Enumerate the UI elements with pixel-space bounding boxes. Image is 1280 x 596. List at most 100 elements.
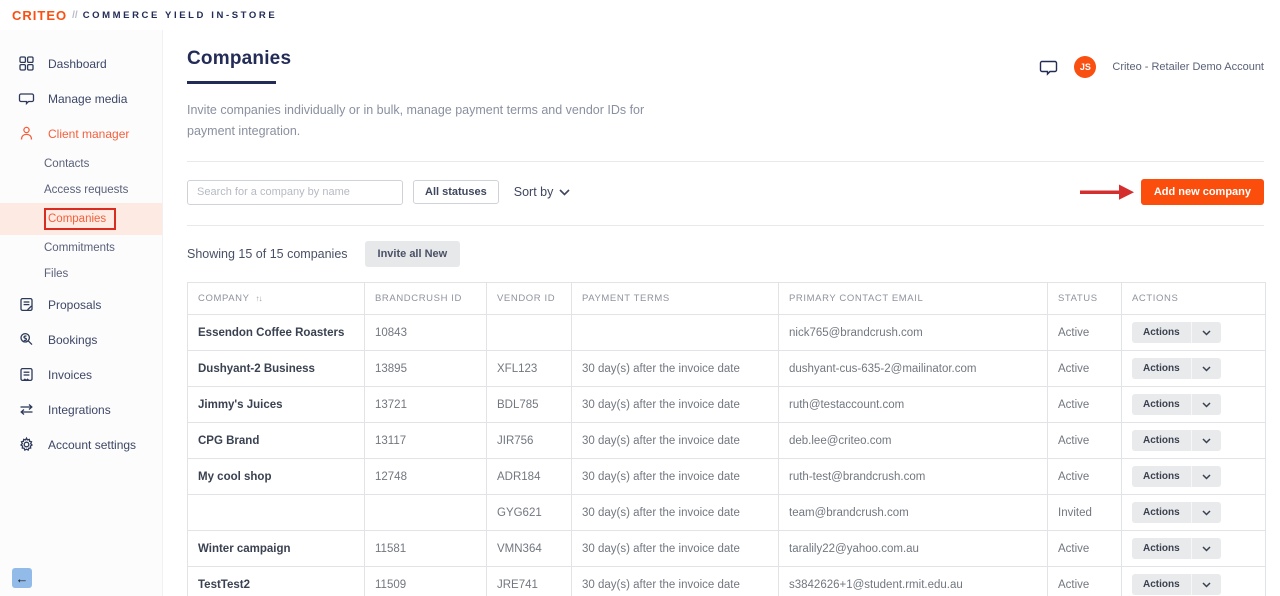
cell-primary-contact-email: s3842626+1@student.rmit.edu.au — [778, 566, 1048, 596]
cell-status: Active — [1047, 350, 1122, 388]
back-button[interactable]: ← — [12, 568, 32, 588]
table-row: My cool shop 12748 ADR184 30 day(s) after t… — [187, 458, 1266, 496]
media-bubble-icon — [18, 90, 35, 107]
row-actions-button[interactable]: Actions — [1132, 430, 1221, 452]
cell-primary-contact-email: nick765@brandcrush.com — [778, 314, 1048, 352]
dashboard-grid-icon — [18, 55, 35, 72]
row-actions-button[interactable]: Actions — [1132, 322, 1221, 344]
cell-brandcrush-id: 11581 — [364, 530, 487, 568]
chevron-down-icon[interactable] — [1192, 358, 1221, 379]
cell-company — [187, 494, 365, 532]
cell-actions: Actions — [1121, 566, 1266, 596]
cell-brandcrush-id — [364, 494, 487, 532]
invoices-document-icon — [18, 366, 35, 383]
status-filter-button[interactable]: All statuses — [413, 180, 499, 205]
chat-bubble-icon[interactable] — [1039, 58, 1058, 77]
cell-primary-contact-email: ruth@testaccount.com — [778, 386, 1048, 424]
cell-primary-contact-email: ruth-test@brandcrush.com — [778, 458, 1048, 496]
cell-payment-terms: 30 day(s) after the invoice date — [571, 386, 779, 424]
sidebar-item-invoices[interactable]: Invoices — [0, 357, 162, 392]
sidebar-item-integrations[interactable]: Integrations — [0, 392, 162, 427]
cell-primary-contact-email: taralily22@yahoo.com.au — [778, 530, 1048, 568]
cell-payment-terms: 30 day(s) after the invoice date — [571, 422, 779, 460]
sidebar-item-files[interactable]: Files — [44, 268, 69, 280]
sidebar-item-proposals[interactable]: Proposals — [0, 287, 162, 322]
cell-status: Invited — [1047, 494, 1122, 532]
column-header-status: STATUS — [1047, 282, 1122, 316]
sidebar-item-manage-media[interactable]: Manage media — [0, 81, 162, 116]
table-header-row: COMPANY ↑↓ BRANDCRUSH ID VENDOR ID PAYMENT T… — [187, 282, 1266, 316]
sidebar-item-dashboard[interactable]: Dashboard — [0, 46, 162, 81]
cell-company: CPG Brand — [187, 422, 365, 460]
actions-label: Actions — [1143, 543, 1180, 555]
column-header-company[interactable]: COMPANY ↑↓ — [187, 282, 365, 316]
cell-actions: Actions — [1121, 350, 1266, 388]
cell-company: Essendon Coffee Roasters — [187, 314, 365, 352]
row-actions-button[interactable]: Actions — [1132, 394, 1221, 416]
cell-vendor-id: ADR184 — [486, 458, 572, 496]
table-row: Essendon Coffee Roasters 10843 nick765@bra… — [187, 314, 1266, 352]
sidebar-item-bookings[interactable]: Bookings — [0, 322, 162, 357]
sort-arrows-icon: ↑↓ — [255, 294, 263, 304]
row-actions-button[interactable]: Actions — [1132, 538, 1221, 560]
divider-mid — [187, 225, 1264, 227]
table-row: TestTest2 11509 JRE741 30 day(s) after the … — [187, 566, 1266, 596]
cell-payment-terms — [571, 314, 779, 352]
invite-all-new-button[interactable]: Invite all New — [364, 241, 461, 268]
add-new-company-button[interactable]: Add new company — [1140, 179, 1264, 206]
sidebar-item-label: Bookings — [48, 332, 98, 347]
cell-status: Active — [1047, 314, 1122, 352]
cell-status: Active — [1047, 566, 1122, 596]
sidebar-item-label: Proposals — [48, 297, 102, 312]
criteo-logo: CRITEO — [12, 7, 68, 23]
actions-label: Actions — [1143, 399, 1180, 411]
cell-vendor-id: JIR756 — [486, 422, 572, 460]
avatar[interactable]: JS — [1074, 56, 1097, 78]
sidebar-item-commitments[interactable]: Commitments — [44, 242, 115, 254]
actions-label: Actions — [1143, 363, 1180, 375]
chevron-down-icon[interactable] — [1192, 430, 1221, 451]
results-summary: Showing 15 of 15 companies — [187, 247, 348, 262]
row-actions-button[interactable]: Actions — [1132, 502, 1221, 524]
cell-payment-terms: 30 day(s) after the invoice date — [571, 458, 779, 496]
table-row: Dushyant-2 Business 13895 XFL123 30 day(s) … — [187, 350, 1266, 388]
row-actions-button[interactable]: Actions — [1132, 466, 1221, 488]
companies-table: COMPANY ↑↓ BRANDCRUSH ID VENDOR ID PAYMENT T… — [187, 282, 1266, 596]
cell-status: Active — [1047, 530, 1122, 568]
cell-company: TestTest2 — [187, 566, 365, 596]
cell-actions: Actions — [1121, 458, 1266, 496]
actions-label: Actions — [1143, 435, 1180, 447]
search-input[interactable] — [187, 179, 403, 205]
row-actions-button[interactable]: Actions — [1132, 358, 1221, 380]
chevron-down-icon[interactable] — [1192, 502, 1221, 523]
sidebar-item-client-manager[interactable]: Client manager — [0, 116, 162, 151]
cell-company: Jimmy's Juices — [187, 386, 365, 424]
chevron-down-icon[interactable] — [1192, 574, 1221, 595]
chevron-down-icon[interactable] — [1192, 538, 1221, 559]
cell-primary-contact-email: deb.lee@criteo.com — [778, 422, 1048, 460]
account-name[interactable]: Criteo - Retailer Demo Account — [1112, 61, 1264, 73]
column-header-brandcrush-id: BRANDCRUSH ID — [364, 282, 487, 316]
sidebar-item-contacts[interactable]: Contacts — [44, 158, 90, 170]
cell-payment-terms: 30 day(s) after the invoice date — [571, 350, 779, 388]
sidebar-nav: Dashboard Manage media Client manager Conta… — [0, 46, 162, 462]
cell-vendor-id: JRE741 — [486, 566, 572, 596]
product-name: COMMERCE YIELD IN-STORE — [82, 9, 278, 21]
top-app-bar: CRITEO // COMMERCE YIELD IN-STORE — [0, 0, 1280, 30]
sidebar-item-companies[interactable]: Companies — [0, 203, 162, 235]
table-row: CPG Brand 13117 JIR756 30 day(s) after the … — [187, 422, 1266, 460]
sort-by-dropdown[interactable]: Sort by — [514, 185, 571, 199]
chevron-down-icon[interactable] — [1192, 322, 1221, 343]
cell-company: Winter campaign — [187, 530, 365, 568]
cell-company: Dushyant-2 Business — [187, 350, 365, 388]
sidebar-item-label: Integrations — [48, 402, 111, 417]
chevron-down-icon[interactable] — [1192, 394, 1221, 415]
cell-status: Active — [1047, 458, 1122, 496]
column-header-vendor-id: VENDOR ID — [486, 282, 572, 316]
sidebar-item-access-requests[interactable]: Access requests — [44, 184, 129, 196]
cell-primary-contact-email: dushyant-cus-635-2@mailinator.com — [778, 350, 1048, 388]
row-actions-button[interactable]: Actions — [1132, 574, 1221, 596]
chevron-down-icon[interactable] — [1192, 466, 1221, 487]
main-content: Companies JS Criteo - Retailer Demo Acco… — [162, 30, 1280, 596]
sidebar-item-account-settings[interactable]: Account settings — [0, 427, 162, 462]
